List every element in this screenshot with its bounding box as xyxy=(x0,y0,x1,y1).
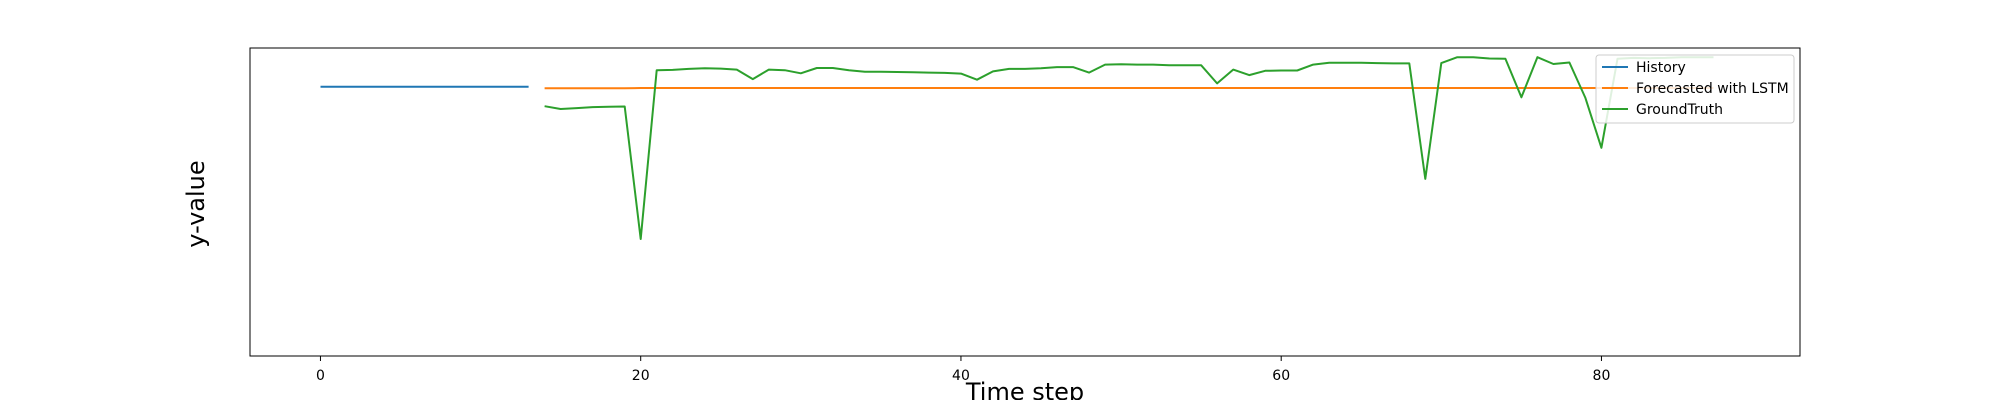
x-tick-label: 80 xyxy=(1593,368,1611,384)
x-tick-label: 20 xyxy=(632,368,650,384)
legend-label: History xyxy=(1636,60,1686,76)
x-tick-label: 60 xyxy=(1272,368,1290,384)
x-tick-label: 0 xyxy=(316,368,325,384)
legend-label: Forecasted with LSTM xyxy=(1636,81,1789,97)
legend-label: GroundTruth xyxy=(1636,102,1723,118)
y-axis-title: y-value xyxy=(182,160,210,247)
legend: History Forecasted with LSTM GroundTruth xyxy=(1596,55,1794,123)
x-axis-title: Time step xyxy=(965,378,1084,400)
